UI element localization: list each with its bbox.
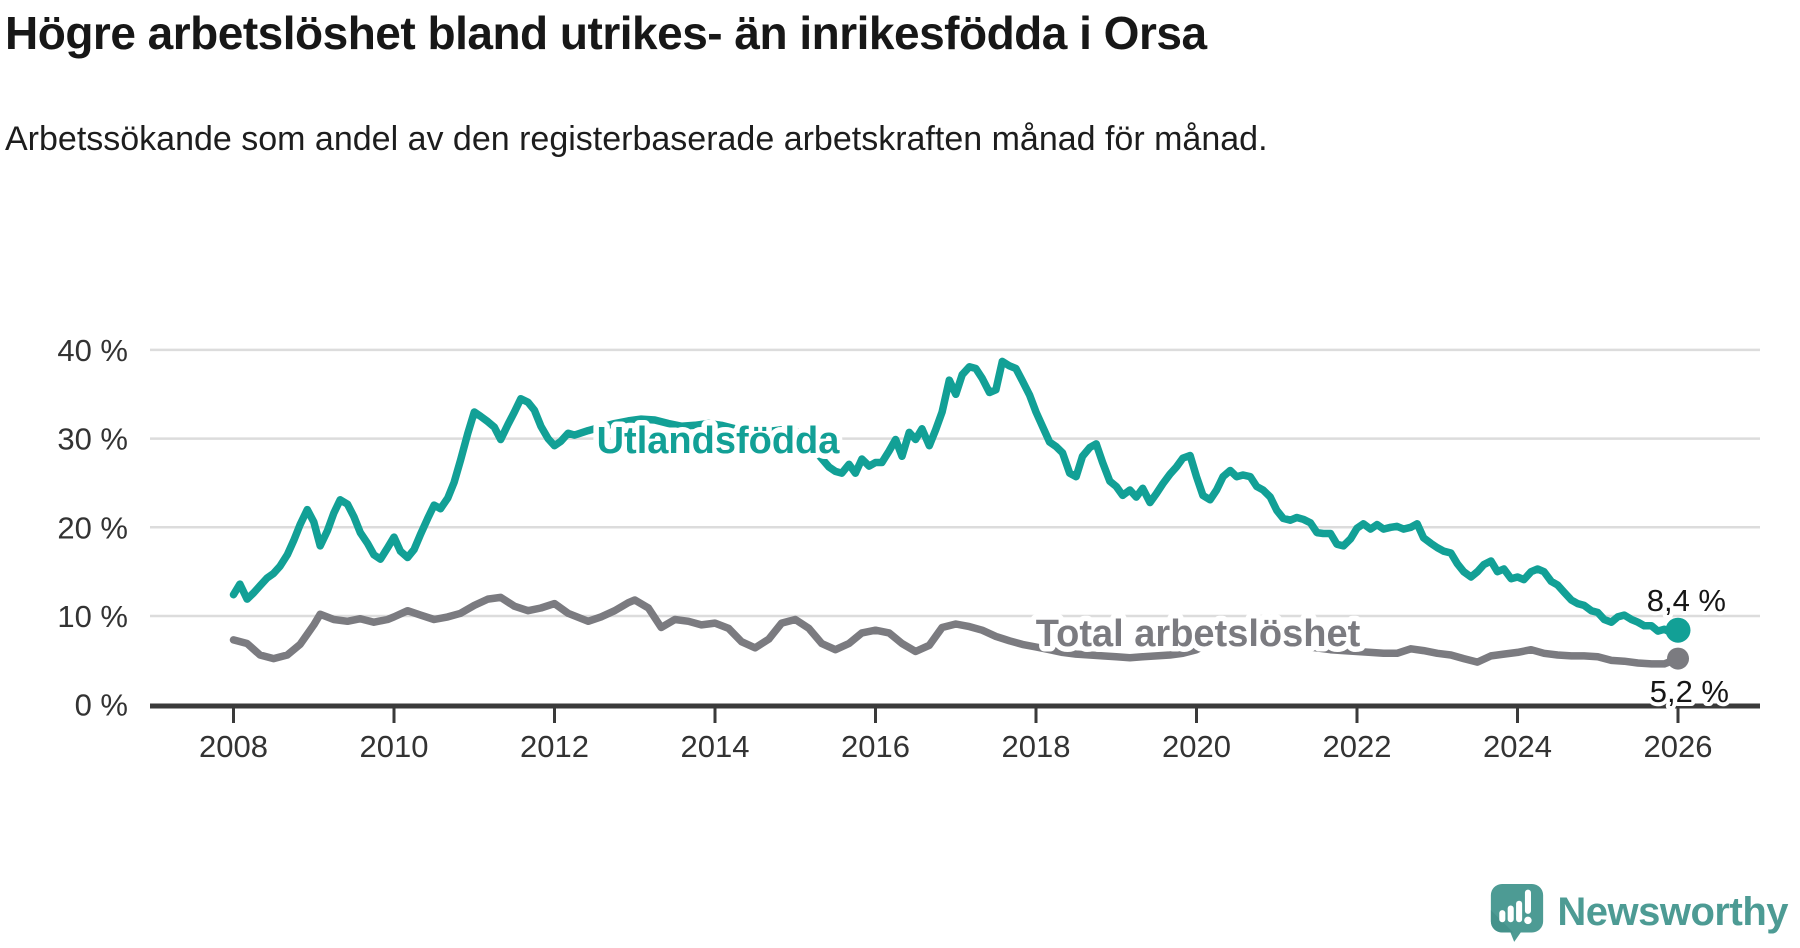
logo-bar-2 (1508, 905, 1515, 923)
y-tick-labels: 0 % 10 % 20 % 30 % 40 % (57, 333, 128, 723)
series-label-total-arbetsloshet: Total arbetslöshet (1036, 613, 1361, 655)
page-title: Högre arbetslöshet bland utrikes- än inr… (5, 7, 1207, 59)
end-value-label-total: 5,2 % (1650, 674, 1729, 709)
logo-wordmark: Newsworthy (1557, 889, 1788, 934)
x-tick-label: 2018 (1002, 729, 1071, 764)
x-tick-label: 2024 (1483, 729, 1552, 764)
y-tick-label: 10 % (57, 599, 128, 634)
logo-bar-1 (1499, 910, 1506, 923)
x-tick-label: 2014 (681, 729, 750, 764)
x-tick-label: 2022 (1323, 729, 1392, 764)
end-dot-total (1667, 647, 1689, 670)
series-line-utlandsfodda (229, 357, 1682, 637)
x-tick-label: 2008 (199, 729, 268, 764)
series-lines (229, 357, 1682, 668)
logo-shade-shape (1491, 910, 1514, 933)
x-tick-label: 2020 (1162, 729, 1231, 764)
y-tick-label: 40 % (57, 333, 128, 368)
x-tick-label: 2010 (360, 729, 429, 764)
end-dots (1665, 617, 1691, 670)
newsworthy-logo-icon (1491, 884, 1544, 942)
chart-subtitle: Arbetssökande som andel av den registerb… (5, 120, 1268, 158)
x-tick-labels: 2008 2010 2012 2014 2016 2018 2020 2022 2024 2026 (199, 729, 1712, 764)
y-tick-label: 0 % (75, 688, 128, 723)
logo-exclamation-dot (1524, 916, 1533, 925)
y-tick-label: 20 % (57, 510, 128, 545)
x-tick-label: 2026 (1644, 729, 1713, 764)
x-tick-label: 2016 (841, 729, 910, 764)
y-tick-label: 30 % (57, 422, 128, 457)
series-label-utlandsfodda: Utlandsfödda (597, 420, 841, 462)
newsworthy-logo: Newsworthy (1489, 882, 1788, 942)
end-value-label-utlandsfodda: 8,4 % (1647, 583, 1726, 618)
logo-bar-3 (1516, 900, 1523, 923)
end-dot-utlandsfodda (1665, 617, 1691, 643)
logo-exclamation-bar (1525, 889, 1532, 914)
series-line-total (229, 593, 1682, 668)
axis-ticks (232, 707, 1680, 723)
x-tick-label: 2012 (520, 729, 589, 764)
